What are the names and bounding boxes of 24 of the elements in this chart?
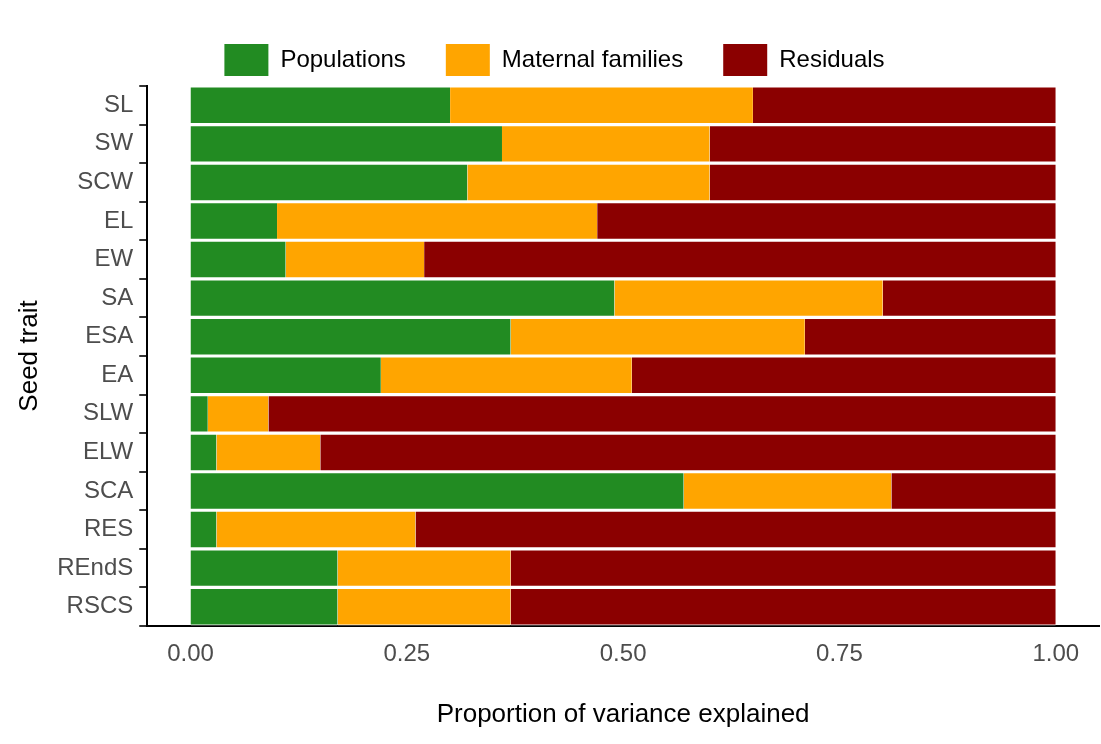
y-tick-label: SW xyxy=(94,128,134,156)
y-tick-label: RSCS xyxy=(66,591,134,619)
y-tick-label: EW xyxy=(94,244,134,272)
y-tick-label: SCA xyxy=(83,475,134,503)
legend-label: Populations xyxy=(280,44,406,72)
y-tick-label: REndS xyxy=(57,552,134,580)
x-tick-label: 0.50 xyxy=(599,639,647,667)
x-tick-label: 0.00 xyxy=(167,639,214,667)
y-axis-title: Seed trait xyxy=(12,299,43,412)
x-tick-label: 0.25 xyxy=(383,639,431,667)
y-tick-label: RES xyxy=(83,514,134,542)
legend-label: Maternal families xyxy=(501,44,684,72)
x-axis-title: Proportion of variance explained xyxy=(436,697,810,728)
x-tick-label: 1.00 xyxy=(1032,639,1080,667)
y-tick-label: SL xyxy=(103,89,134,117)
y-tick-label: SCW xyxy=(77,167,134,195)
y-tick-label: ESA xyxy=(85,321,134,349)
y-tick-label: EL xyxy=(103,205,134,233)
y-tick-label: EA xyxy=(101,359,134,387)
y-tick-label: ELW xyxy=(83,437,134,465)
y-tick-label: SLW xyxy=(83,398,134,426)
x-tick-label: 0.75 xyxy=(816,639,863,667)
y-tick-label: SA xyxy=(101,282,134,310)
legend-label: Residuals xyxy=(779,44,885,72)
